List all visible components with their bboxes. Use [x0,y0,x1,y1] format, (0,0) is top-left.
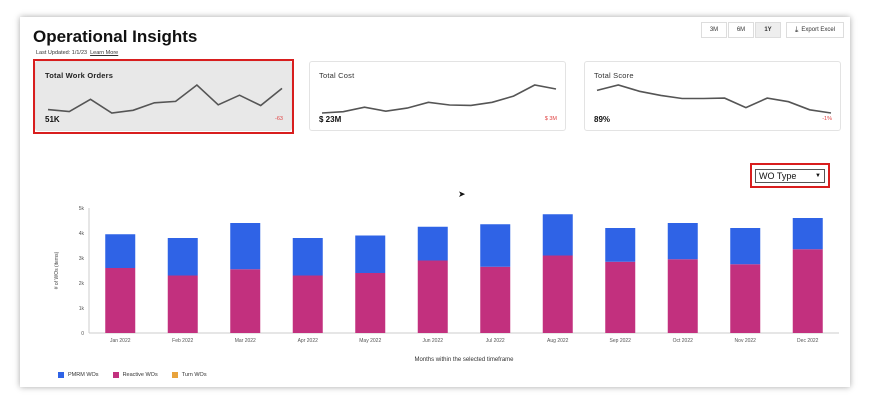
y-tick-label: 4k [79,231,85,237]
bar-pmrm-wos [417,226,448,261]
x-axis-label: Months within the selected timeframe [414,357,514,363]
card-title: Total Cost [319,71,355,80]
x-tick-label: Jan 2022 [110,338,131,344]
dropdown-value: WO Type [759,171,797,181]
y-tick-label: 0 [81,331,84,337]
bar-reactive-wos [292,275,323,333]
last-updated-text: Last Updated: 1/1/23 [36,50,88,56]
wo-type-dropdown[interactable]: WO Type ▼ [755,169,825,183]
export-label: Export Excel [801,27,836,33]
legend-item-pmrm[interactable]: PMRM WOs [58,372,99,378]
x-tick-label: Mar 2022 [235,338,256,344]
range-1y-button[interactable]: 1Y [755,22,781,38]
y-tick-label: 5k [79,206,85,212]
x-tick-label: Nov 2022 [735,338,757,344]
bar-pmrm-wos [167,238,198,276]
x-tick-label: Oct 2022 [673,338,694,344]
range-6m-button[interactable]: 6M [728,22,754,38]
chart-legend: PMRM WOs Reactive WOs Turn WOs [58,372,221,378]
sparkline [47,83,283,114]
bar-reactive-wos [105,268,136,333]
bar-pmrm-wos [105,234,136,268]
time-range-selector: 3M 6M 1Y [701,22,782,38]
card-title: Total Work Orders [45,71,114,80]
x-tick-label: Dec 2022 [797,338,819,344]
sparkline [596,84,832,114]
bar-chart: 0 1k 2k 3k 4k 5k # of WOs (items) Jan 2022 Feb 2… [54,206,839,363]
legend-swatch [112,372,119,378]
mouse-cursor-icon: ➤ [458,189,466,199]
bar-reactive-wos [730,264,761,333]
card-total-cost[interactable]: Total Cost $ 23M $ 3M [309,61,566,131]
bar-pmrm-wos [230,223,261,270]
bar-pmrm-wos [605,228,636,262]
y-tick-label: 2k [79,281,85,287]
legend-swatch [58,372,64,378]
y-tick-label: 1k [79,306,85,312]
bar-reactive-wos [792,249,823,333]
highlight-box-dropdown [750,163,830,188]
x-tick-label: May 2022 [359,338,381,344]
bar-pmrm-wos [292,238,323,276]
bar-pmrm-wos [480,224,511,267]
legend-label: Reactive WOs [122,372,158,378]
x-tick-label: Jul 2022 [486,338,505,344]
legend-item-turn[interactable]: Turn WOs [171,372,207,378]
card-total-score[interactable]: Total Score 89% -1% [584,61,841,131]
bar-pmrm-wos [667,223,698,260]
bar-reactive-wos [480,266,511,333]
bar-reactive-wos [542,255,573,333]
card-delta: -1% [822,116,832,122]
dashboard-panel: Operational Insights Last Updated: 1/1/2… [20,17,850,387]
x-tick-label: Jun 2022 [422,338,443,344]
highlight-box-card [33,59,294,134]
bar-reactive-wos [167,275,198,333]
bar-reactive-wos [605,261,636,333]
card-value: $ 23M [319,115,342,124]
legend-label: Turn WOs [181,372,207,378]
legend-item-reactive[interactable]: Reactive WOs [112,372,158,378]
card-delta: $ 3M [544,116,557,122]
download-icon: ⤓ [794,25,799,34]
card-delta: -63 [275,116,283,122]
bar-reactive-wos [355,273,386,333]
bar-reactive-wos [417,260,448,333]
bar-reactive-wos [230,269,261,333]
range-3m-button[interactable]: 3M [701,22,727,38]
card-value: 51K [45,115,60,124]
page-title: Operational Insights [33,27,198,46]
card-title: Total Score [594,71,634,80]
bar-pmrm-wos [542,214,573,256]
bar-reactive-wos [667,259,698,333]
card-total-work-orders[interactable]: Total Work Orders 51K -63 [35,61,292,131]
bar-pmrm-wos [355,235,386,273]
x-tick-label: Aug 2022 [547,338,569,344]
export-excel-button[interactable]: ⤓ Export Excel [786,22,844,38]
y-tick-label: 3k [79,256,85,262]
x-tick-label: Sep 2022 [610,338,632,344]
card-value: 89% [594,115,611,124]
bar-pmrm-wos [730,228,761,265]
learn-more-link[interactable]: Learn More [90,50,119,56]
x-tick-label: Feb 2022 [172,338,193,344]
x-tick-label: Apr 2022 [298,338,319,344]
legend-swatch [171,372,178,378]
legend-label: PMRM WOs [68,372,99,378]
last-updated: Last Updated: 1/1/23 Learn More [36,50,118,56]
bar-pmrm-wos [792,218,823,250]
chevron-down-icon: ▼ [815,173,821,179]
y-axis-label: # of WOs (items) [54,251,60,289]
sparkline [321,84,557,114]
